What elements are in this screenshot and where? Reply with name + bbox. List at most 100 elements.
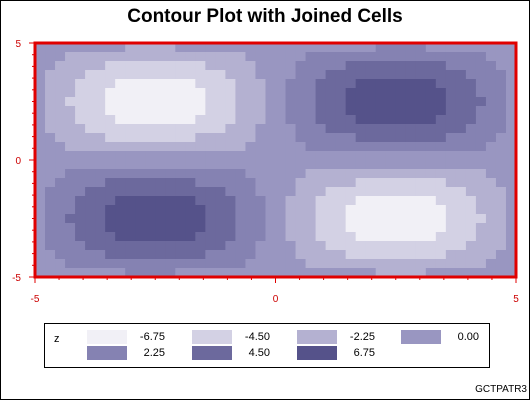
contour-cell (65, 259, 76, 269)
contour-cell (215, 178, 226, 188)
contour-cell (295, 115, 307, 125)
contour-cell (375, 232, 387, 242)
contour-cell (45, 79, 56, 89)
contour-cell (225, 241, 237, 251)
contour-cell (485, 133, 497, 143)
contour-cell (85, 223, 96, 233)
contour-cell (95, 196, 106, 206)
contour-cell (465, 178, 477, 188)
contour-cell (145, 178, 156, 188)
contour-cell (505, 106, 517, 116)
contour-cell (205, 43, 216, 53)
contour-cell (425, 259, 437, 269)
contour-cell (455, 88, 467, 98)
contour-cell (195, 250, 206, 260)
contour-cell (455, 205, 467, 215)
contour-cell (215, 250, 226, 260)
contour-cell (195, 241, 206, 251)
contour-cell (325, 43, 337, 53)
contour-cell (75, 142, 86, 152)
contour-cell (255, 70, 267, 80)
contour-cell (475, 169, 487, 179)
contour-cell (225, 70, 237, 80)
contour-cell (115, 43, 126, 53)
contour-cell (355, 178, 367, 188)
contour-cell (105, 88, 116, 98)
contour-cell (245, 43, 257, 53)
contour-cell (55, 214, 66, 224)
contour-cell (35, 223, 46, 233)
contour-cell (35, 52, 46, 62)
contour-cell (355, 115, 367, 125)
contour-cell (215, 151, 226, 161)
contour-cell (245, 250, 257, 260)
contour-cell (185, 151, 196, 161)
contour-cell (445, 214, 457, 224)
contour-cell (425, 232, 437, 242)
contour-cell (105, 268, 116, 278)
contour-cell (35, 259, 46, 269)
contour-cell (205, 97, 216, 107)
contour-cell (465, 97, 477, 107)
contour-cell (435, 268, 447, 278)
contour-cell (55, 205, 66, 215)
contour-cell (275, 214, 287, 224)
contour-cell (305, 97, 317, 107)
contour-cell (445, 241, 457, 251)
contour-cell (375, 241, 387, 251)
contour-cell (255, 178, 267, 188)
contour-cell (465, 43, 477, 53)
contour-cell (295, 178, 307, 188)
contour-cell (225, 43, 237, 53)
contour-cell (75, 97, 86, 107)
contour-cell (435, 52, 447, 62)
contour-cell (405, 43, 417, 53)
contour-cell (445, 115, 457, 125)
contour-cell (415, 142, 427, 152)
contour-cell (415, 169, 427, 179)
contour-cell (215, 61, 226, 71)
contour-cell (165, 160, 176, 170)
contour-cell (135, 88, 146, 98)
contour-cell (495, 142, 507, 152)
contour-cell (225, 115, 237, 125)
contour-cell (445, 70, 457, 80)
contour-cell (435, 196, 447, 206)
contour-cell (125, 241, 136, 251)
contour-cell (165, 232, 176, 242)
contour-cell (275, 79, 287, 89)
contour-cell (405, 232, 417, 242)
contour-cell (225, 160, 237, 170)
contour-cell (205, 250, 216, 260)
contour-cell (245, 88, 257, 98)
contour-cell (295, 241, 307, 251)
contour-cell (225, 133, 237, 143)
contour-cell (485, 214, 497, 224)
contour-cell (425, 160, 437, 170)
contour-cell (385, 79, 397, 89)
contour-cell (375, 106, 387, 116)
contour-cell (285, 79, 297, 89)
contour-cell (165, 196, 176, 206)
contour-cell (375, 52, 387, 62)
contour-cell (235, 250, 247, 260)
contour-cell (225, 88, 237, 98)
contour-cell (45, 43, 56, 53)
contour-cell (35, 169, 46, 179)
contour-cell (415, 214, 427, 224)
contour-cell (105, 43, 116, 53)
contour-cell (425, 169, 437, 179)
contour-cell (115, 250, 126, 260)
contour-cell (335, 205, 347, 215)
contour-cell (285, 97, 297, 107)
contour-cell (255, 196, 267, 206)
contour-cell (325, 259, 337, 269)
contour-cell (95, 178, 106, 188)
contour-cell (435, 232, 447, 242)
contour-cell (95, 52, 106, 62)
contour-cell (55, 52, 66, 62)
contour-cell (325, 169, 337, 179)
contour-cell (355, 106, 367, 116)
contour-cell (85, 205, 96, 215)
contour-cell (465, 214, 477, 224)
